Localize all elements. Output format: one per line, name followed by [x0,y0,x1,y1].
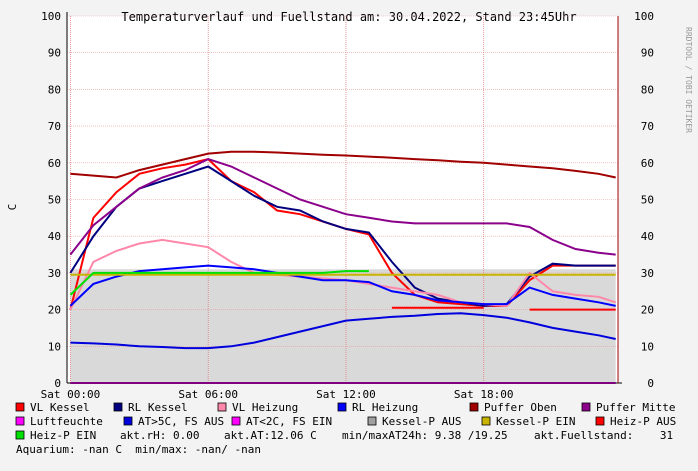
legend-label: Luftfeuchte [30,415,103,428]
legend-swatch [231,416,241,426]
legend-swatch [113,402,123,412]
y2-tick-label: 40 [641,230,654,243]
legend-swatch [469,402,479,412]
legend-swatch [15,430,25,440]
y-tick-label: 0 [54,377,61,390]
annotation: akt.AT:12.06 C [224,429,317,442]
y2-tick-label: 100 [634,10,654,23]
annotation: Aquarium: -nan C min/max: -nan/ -nan [16,443,261,456]
legend-label: Kessel-P AUS [382,415,461,428]
legend-swatch [581,402,591,412]
annotation: akt.rH: 0.00 [120,429,199,442]
area [70,269,616,383]
y-tick-label: 90 [48,47,61,60]
annotation: min/maxAT24h: 9.38 /19.25 [342,429,508,442]
x-tick-label: Sat 06:00 [178,388,238,401]
y2-tick-label: 10 [641,340,654,353]
line [69,158,616,256]
y2-tick-label: 60 [641,157,654,170]
legend-label: RL Kessel [128,401,188,414]
legend-swatch [15,402,25,412]
y-tick-label: 60 [48,157,61,170]
line [69,264,616,307]
y2-tick-label: 50 [641,194,654,207]
y-tick-label: 80 [48,83,61,96]
legend-swatch [595,416,605,426]
legend-label: AT>5C, FS AUS [138,415,224,428]
y-tick-label: 100 [41,10,61,23]
legend-label: AT<2C, FS EIN [246,415,332,428]
legend-label: Heiz-P EIN [30,429,96,442]
legend-label: RL Heizung [352,401,418,414]
legend-swatch [123,416,133,426]
y-tick-label: 40 [48,230,61,243]
legend-swatch [481,416,491,426]
legend-label: VL Heizung [232,401,298,414]
annotation: akt.Fuellstand: 31 [534,429,673,442]
y-tick-label: 30 [48,267,61,280]
legend-label: VL Kessel [30,401,90,414]
y2-tick-label: 30 [641,267,654,280]
y-axis-label: C [6,204,19,211]
legend-swatch [15,416,25,426]
y2-tick-label: 20 [641,304,654,317]
y2-tick-label: 90 [641,47,654,60]
legend-label: Heiz-P AUS [610,415,676,428]
y-tick-label: 20 [48,304,61,317]
y-tick-label: 50 [48,194,61,207]
y-tick-label: 70 [48,120,61,133]
y2-tick-label: 80 [641,83,654,96]
legend-swatch [217,402,227,412]
line [391,306,616,311]
legend-label: Kessel-P EIN [496,415,575,428]
x-tick-label: Sat 12:00 [316,388,376,401]
legend-label: Puffer Mitte [596,401,675,414]
side-label: RRDTOOL / TOBI OETIKER [684,27,693,133]
x-tick-label: Sat 00:00 [41,388,101,401]
line [69,165,616,307]
x-tick-label: Sat 18:00 [454,388,514,401]
y2-tick-label: 70 [641,120,654,133]
y2-tick-label: 0 [647,377,654,390]
legend-label: Puffer Oben [484,401,557,414]
legend-swatch [367,416,377,426]
line [70,312,616,350]
legend-swatch [337,402,347,412]
line [70,150,616,179]
y-tick-label: 10 [48,340,61,353]
chart-title: Temperaturverlauf und Fuellstand am: 30.… [121,10,576,24]
